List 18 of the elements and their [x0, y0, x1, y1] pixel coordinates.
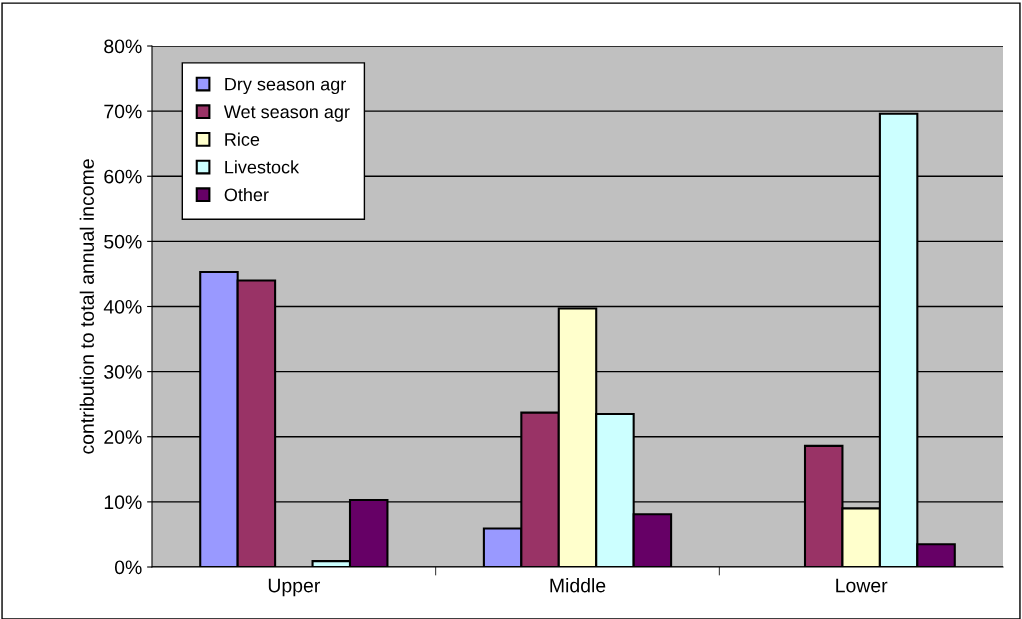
x-tick-label: Middle [550, 578, 606, 593]
y-tick-label: 40% [103, 299, 142, 314]
y-tick-label: 0% [114, 560, 142, 575]
legend-label: Other [224, 187, 269, 202]
y-tick-label: 70% [104, 104, 142, 119]
y-tick-label: 20% [104, 430, 142, 444]
y-tick-label: 50% [104, 234, 142, 249]
legend-label: Wet season agr [223, 105, 350, 122]
y-tick-label: 80% [104, 39, 142, 54]
y-tick-label: 30% [104, 365, 142, 379]
y-tick-label: 10% [104, 495, 142, 510]
x-tick-label: Lower [836, 578, 888, 593]
legend-label: Rice [225, 132, 260, 146]
legend-label: Dry season agr [225, 77, 346, 95]
x-tick-label: Upper [268, 578, 320, 597]
y-tick-label: 60% [104, 169, 142, 184]
y-axis-title: contribution to total annual income [79, 159, 94, 454]
legend-label: Livestock [225, 160, 300, 174]
